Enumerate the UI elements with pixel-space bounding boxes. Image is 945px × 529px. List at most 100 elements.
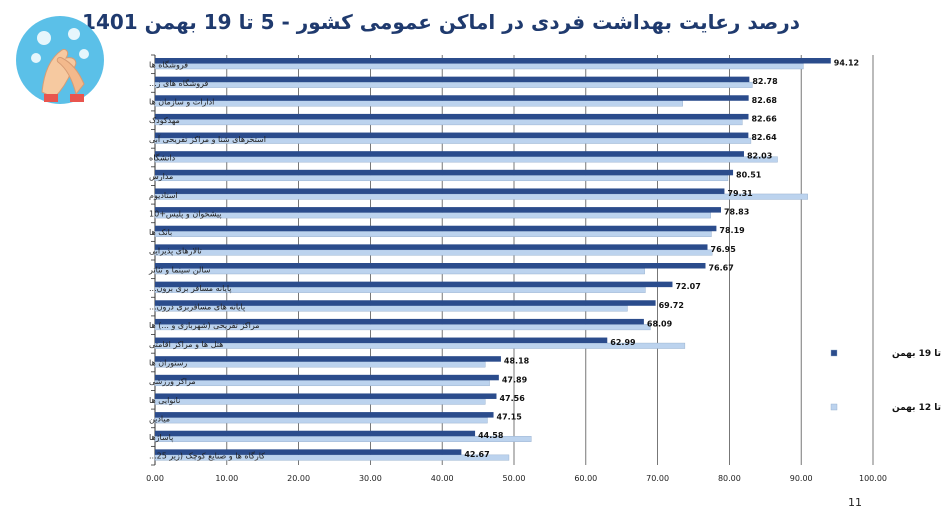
category-label: ادارات و سازمان ها: [149, 98, 214, 107]
x-tick-label: 60.00: [574, 474, 597, 483]
data-label: 69.72: [659, 301, 684, 310]
category-label: پایانه های مسافربری درون...: [149, 303, 245, 312]
legend-swatch: [830, 403, 838, 411]
bar-series2: [154, 63, 804, 70]
x-tick-label: 40.00: [431, 474, 454, 483]
category-label: مدارس: [149, 172, 173, 181]
category-label: کارگاه ها و صنایع کوچک (زیر 25...: [149, 451, 265, 461]
bar-series1: [155, 95, 749, 101]
bar-series1: [155, 263, 706, 269]
data-label: 47.89: [502, 375, 528, 384]
x-tick-label: 10.00: [215, 474, 238, 483]
bar-series1: [155, 300, 656, 306]
data-label: 47.56: [499, 394, 525, 403]
category-label: سالن سینما و تئاتر: [148, 265, 211, 274]
category-label: نانوایی ها: [149, 396, 180, 405]
bar-series1: [155, 113, 749, 120]
x-tick-label: 70.00: [646, 474, 669, 483]
data-label: 47.15: [497, 413, 523, 422]
data-label: 76.95: [711, 245, 737, 254]
x-tick-label: 80.00: [718, 474, 741, 483]
category-label: دانشگاه: [149, 153, 176, 163]
data-label: 78.19: [719, 226, 745, 235]
bar-series1: [155, 412, 494, 418]
data-label: 42.67: [464, 450, 489, 459]
category-label: تالارهای پذیرایی: [149, 247, 202, 256]
bar-series1: [155, 393, 497, 399]
bar-series1: [155, 132, 749, 139]
category-label: فروشگاه های ز...: [149, 78, 209, 88]
bar-series2: [154, 436, 532, 442]
category-label: مراکز تفریحی (شهربازی و ...) ها: [149, 321, 260, 330]
bar-series2: [154, 249, 713, 256]
data-label: 82.68: [752, 96, 778, 105]
category-label: استخرهای شنا و مراکز تفریحی آبی: [149, 134, 266, 144]
bar-series1: [155, 169, 734, 176]
hand-washing-icon: [16, 16, 104, 104]
bar-series1: [155, 244, 708, 250]
bar-series2: [154, 119, 743, 126]
bar-series2: [154, 212, 711, 219]
bar-series2: [154, 398, 486, 405]
legend-label: تا 19 بهمن: [892, 349, 941, 359]
bar-series1: [155, 356, 501, 362]
data-label: 72.07: [675, 282, 700, 291]
data-label: 79.31: [727, 189, 753, 198]
bar-series2: [154, 193, 808, 200]
bar-series2: [154, 268, 645, 275]
bar-series2: [154, 231, 712, 237]
category-label: فروشگاه ها: [149, 59, 188, 69]
category-label: رستوران ها: [149, 359, 187, 368]
bar-series2: [154, 81, 753, 88]
category-label: استادیوم: [149, 191, 178, 200]
chart-title-part1: درصد رعایت بهداشت فردی در اماکن عمومی کش…: [296, 10, 800, 34]
category-label: هتل ها و مراکز اقامتی: [149, 340, 223, 349]
data-label: 82.78: [752, 77, 778, 86]
bar-series2: [154, 156, 778, 163]
category-label: پاساژها: [149, 433, 173, 442]
bar-series1: [155, 151, 744, 157]
data-label: 80.51: [736, 170, 762, 179]
page-number: 11: [848, 496, 862, 509]
chart-title: درصد رعایت بهداشت فردی در اماکن عمومی کش…: [82, 10, 800, 34]
bar-series1: [155, 430, 476, 437]
data-label: 44.58: [478, 431, 504, 440]
bar-series1: [155, 207, 721, 213]
x-tick-label: 0.00: [146, 474, 164, 483]
x-tick-label: 50.00: [503, 474, 526, 483]
bar-series1: [155, 449, 462, 455]
bar-series1: [155, 58, 831, 64]
bar-series2: [154, 100, 683, 107]
bar-series1: [155, 318, 644, 325]
bar-series2: [154, 342, 686, 349]
category-label: بانک ها: [149, 228, 172, 237]
bar-series1: [155, 188, 725, 194]
bar-series2: [154, 175, 729, 182]
x-tick-label: 20.00: [287, 474, 310, 483]
bar-series1: [155, 337, 608, 344]
bar-series2: [154, 361, 486, 368]
category-label: مراکز ورزشی: [149, 377, 196, 386]
data-label: 78.83: [724, 208, 749, 217]
bar-series2: [154, 417, 488, 424]
x-tick-label: 30.00: [359, 474, 382, 483]
category-label: پایانه مسافر بری برون...: [149, 284, 231, 293]
legend-label: تا 12 بهمن: [892, 403, 941, 413]
bar-series1: [155, 76, 750, 83]
data-label: 48.18: [504, 357, 530, 366]
data-label: 82.66: [751, 114, 777, 123]
data-label: 82.03: [747, 152, 772, 161]
category-label: مهدکودک: [149, 116, 180, 125]
category-label: پیشخوان و پلیس+10: [149, 209, 222, 218]
x-tick-label: 90.00: [790, 474, 813, 483]
x-tick-label: 100.00: [859, 474, 887, 483]
chart-title-part2: - 5 تا 19 بهمن 1401: [82, 10, 297, 34]
bar-series2: [154, 380, 490, 387]
legend-swatch: [830, 349, 838, 357]
category-label: میادین: [149, 414, 170, 423]
data-label: 68.09: [647, 319, 673, 328]
data-label: 82.64: [751, 133, 777, 142]
bar-series1: [155, 374, 499, 381]
bar-series1: [155, 225, 717, 232]
